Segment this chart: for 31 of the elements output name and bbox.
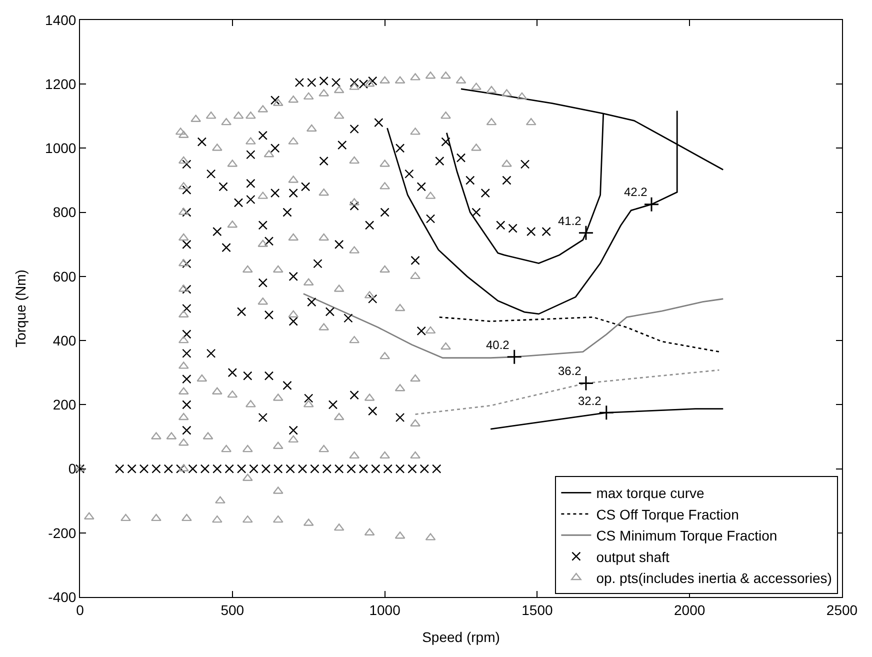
y-axis-title: Torque (Nm) xyxy=(12,270,29,348)
x-axis-title: Speed (rpm) xyxy=(422,629,500,646)
y-tick-label: -400 xyxy=(48,588,76,605)
point xyxy=(578,225,594,241)
annotation: 40.2 xyxy=(486,338,510,352)
y-tick-label: 400 xyxy=(52,332,76,348)
y-tick-label: 800 xyxy=(52,204,76,220)
y-tick-label: 1200 xyxy=(45,76,76,92)
legend-label: op. pts(includes inertia & accessories) xyxy=(596,570,832,586)
x-tick-label: 1000 xyxy=(369,602,401,618)
x-tick-label: 500 xyxy=(220,602,244,618)
y-tick-label: 0 xyxy=(68,460,76,477)
y-tick-label: 1400 xyxy=(45,12,76,28)
y-tick-label: 200 xyxy=(52,396,76,413)
legend-label: max torque curve xyxy=(596,485,705,502)
legend-label: CS Off Torque Fraction xyxy=(596,506,739,522)
annotation: 42.2 xyxy=(624,185,648,199)
point xyxy=(598,404,614,420)
legend-label: CS Minimum Torque Fraction xyxy=(596,528,778,544)
y-tick-label: -200 xyxy=(48,524,76,541)
y-tick-label: 1000 xyxy=(45,140,76,156)
annotation: 36.2 xyxy=(558,364,582,378)
x-tick-label: 2000 xyxy=(674,602,706,618)
line-series xyxy=(438,316,720,352)
x-tick-label: 1500 xyxy=(522,602,553,618)
annotation: 32.2 xyxy=(578,394,602,408)
point xyxy=(644,196,660,212)
legend-label: output shaft xyxy=(596,548,670,565)
y-tick-label: 600 xyxy=(52,268,76,284)
annotation: 41.2 xyxy=(558,214,582,228)
x-tick-label: 2500 xyxy=(826,602,858,618)
